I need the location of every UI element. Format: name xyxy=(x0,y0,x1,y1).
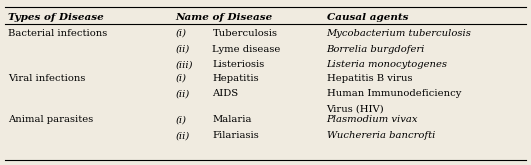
Text: Hepatitis: Hepatitis xyxy=(212,74,259,83)
Text: Human Immunodeficiency: Human Immunodeficiency xyxy=(327,89,461,98)
Text: Viral infections: Viral infections xyxy=(8,74,85,83)
Text: Animal parasites: Animal parasites xyxy=(8,115,93,124)
Text: Listeriosis: Listeriosis xyxy=(212,60,264,69)
Text: Causal agents: Causal agents xyxy=(327,13,408,22)
Text: (i): (i) xyxy=(175,29,186,38)
Text: Virus (HIV): Virus (HIV) xyxy=(327,104,384,113)
Text: (i): (i) xyxy=(175,74,186,83)
Text: (ii): (ii) xyxy=(175,89,190,98)
Text: Lyme disease: Lyme disease xyxy=(212,45,281,54)
Text: Listeria monocytogenes: Listeria monocytogenes xyxy=(327,60,448,69)
Text: Borrelia burgdoferi: Borrelia burgdoferi xyxy=(327,45,425,54)
Text: Mycobacterium tuberculosis: Mycobacterium tuberculosis xyxy=(327,29,472,38)
Text: (ii): (ii) xyxy=(175,45,190,54)
Text: Plasmodium vivax: Plasmodium vivax xyxy=(327,115,418,124)
Text: Wuchereria bancrofti: Wuchereria bancrofti xyxy=(327,131,435,140)
Text: Malaria: Malaria xyxy=(212,115,252,124)
Text: Name of Disease: Name of Disease xyxy=(175,13,272,22)
Text: Filariasis: Filariasis xyxy=(212,131,259,140)
Text: (i): (i) xyxy=(175,115,186,124)
Text: Hepatitis B virus: Hepatitis B virus xyxy=(327,74,412,83)
Text: (ii): (ii) xyxy=(175,131,190,140)
Text: Tuberculosis: Tuberculosis xyxy=(212,29,277,38)
Text: (iii): (iii) xyxy=(175,60,193,69)
Text: Types of Disease: Types of Disease xyxy=(8,13,104,22)
Text: Bacterial infections: Bacterial infections xyxy=(8,29,107,38)
Text: AIDS: AIDS xyxy=(212,89,238,98)
